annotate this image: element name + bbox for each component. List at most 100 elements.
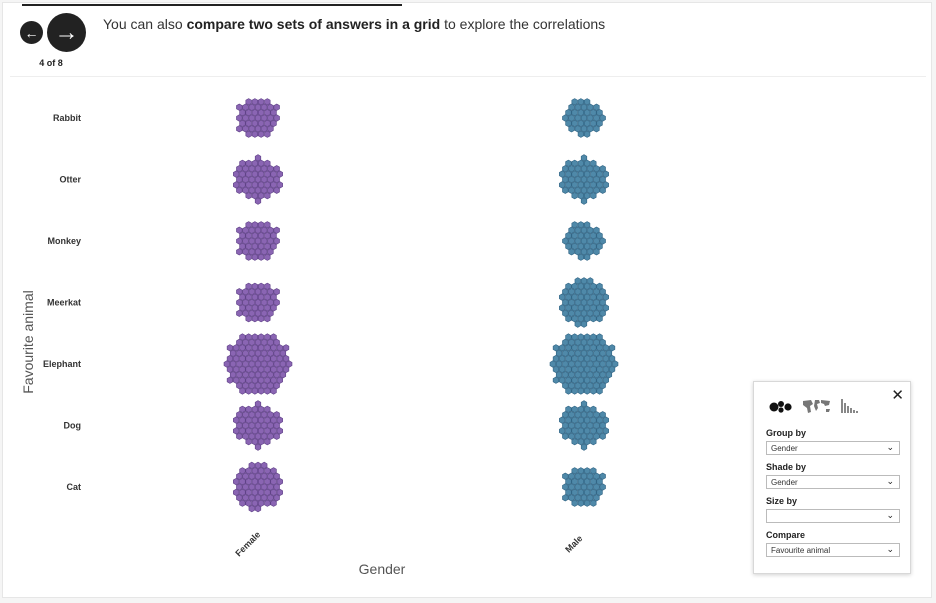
- hex-point: [257, 467, 265, 475]
- hex-point: [248, 298, 255, 307]
- hex-point: [562, 432, 569, 440]
- hex-point: [590, 119, 597, 127]
- hex-cluster[interactable]: [559, 400, 609, 451]
- hex-point: [574, 371, 581, 379]
- hex-point: [590, 304, 597, 312]
- hex-point: [562, 114, 569, 122]
- hex-point: [565, 376, 572, 384]
- hex-point: [580, 483, 588, 491]
- hex-point: [587, 277, 594, 285]
- hex-point: [245, 416, 252, 424]
- hex-point: [257, 130, 265, 138]
- hex-point: [580, 400, 588, 408]
- hex-point: [568, 226, 575, 234]
- hex-point: [245, 315, 252, 323]
- hex-cluster[interactable]: [562, 98, 606, 138]
- hex-point: [599, 288, 606, 296]
- size-by-select[interactable]: ⌄: [766, 509, 900, 523]
- hex-point: [273, 288, 280, 296]
- hex-cluster[interactable]: [233, 400, 283, 451]
- hex-point: [562, 472, 569, 480]
- hex-point: [574, 237, 581, 245]
- hex-point: [568, 288, 575, 296]
- hex-point: [571, 119, 578, 127]
- hex-point: [236, 186, 243, 194]
- hex-point: [559, 293, 566, 301]
- hex-point: [571, 293, 578, 301]
- hex-point: [571, 170, 578, 178]
- hex-point: [267, 382, 274, 390]
- hex-point: [593, 421, 600, 430]
- hex-point: [599, 421, 606, 430]
- hex-point: [559, 427, 566, 435]
- hex-point: [251, 304, 259, 312]
- hex-point: [587, 103, 594, 111]
- hex-point: [583, 467, 591, 475]
- headline: You can also compare two sets of answers…: [103, 16, 605, 32]
- hex-point: [571, 282, 578, 290]
- hex-cluster[interactable]: [236, 221, 280, 261]
- hex-point: [264, 293, 271, 301]
- hex-point: [596, 387, 603, 395]
- hex-point: [577, 221, 585, 229]
- hex-point: [580, 320, 588, 328]
- previous-button[interactable]: ←: [20, 21, 43, 44]
- hex-point: [571, 365, 578, 373]
- hex-point: [574, 165, 581, 173]
- hex-point: [257, 119, 265, 127]
- hex-point: [583, 416, 591, 424]
- close-icon[interactable]: ✕: [891, 387, 904, 404]
- histogram-icon[interactable]: [840, 398, 862, 414]
- hex-cluster[interactable]: [236, 282, 280, 323]
- shade-by-select[interactable]: Gender ⌄: [766, 475, 900, 489]
- hex-cluster[interactable]: [233, 154, 283, 205]
- hex-cluster[interactable]: [559, 277, 609, 328]
- hex-point: [571, 467, 578, 475]
- hex-point: [590, 478, 597, 486]
- bubbles-icon[interactable]: [768, 398, 794, 414]
- hex-point: [559, 344, 566, 352]
- hex-point: [565, 304, 572, 312]
- hex-point: [583, 119, 591, 127]
- group-by-select[interactable]: Gender ⌄: [766, 441, 900, 455]
- hex-point: [261, 483, 268, 491]
- hex-point: [264, 170, 271, 178]
- hex-point: [577, 405, 585, 413]
- hex-point: [580, 443, 588, 451]
- hex-point: [590, 181, 597, 189]
- hex-point: [565, 355, 572, 363]
- hex-cluster[interactable]: [223, 333, 293, 395]
- hex-point: [242, 288, 249, 296]
- hex-point: [226, 344, 234, 352]
- hex-point: [599, 186, 606, 194]
- hex-point: [593, 494, 600, 502]
- hex-point: [596, 242, 603, 250]
- hex-point: [593, 175, 600, 184]
- hex-cluster[interactable]: [549, 333, 619, 395]
- hex-point: [577, 192, 585, 200]
- hex-cluster[interactable]: [233, 461, 283, 513]
- hex-point: [599, 114, 606, 122]
- hex-point: [251, 119, 259, 127]
- compare-select[interactable]: Favourite animal ⌄: [766, 543, 900, 557]
- hex-cluster[interactable]: [562, 221, 606, 261]
- hex-point: [239, 181, 246, 189]
- next-button[interactable]: →: [47, 13, 86, 52]
- hex-cluster[interactable]: [236, 98, 280, 138]
- hex-point: [242, 175, 249, 184]
- hex-point: [562, 237, 569, 245]
- hex-point: [239, 355, 246, 363]
- hex-point: [273, 165, 280, 173]
- hex-point: [599, 175, 606, 184]
- row-label: Meerkat: [47, 298, 81, 308]
- hex-point: [248, 248, 255, 256]
- hex-cluster[interactable]: [562, 467, 606, 507]
- hex-cluster[interactable]: [559, 154, 609, 205]
- hex-point: [273, 432, 280, 440]
- hex-point: [248, 360, 255, 368]
- hex-point: [239, 119, 246, 127]
- hex-point: [590, 416, 597, 424]
- hex-point: [568, 298, 575, 307]
- hex-point: [248, 411, 255, 419]
- world-map-icon[interactable]: [802, 398, 832, 414]
